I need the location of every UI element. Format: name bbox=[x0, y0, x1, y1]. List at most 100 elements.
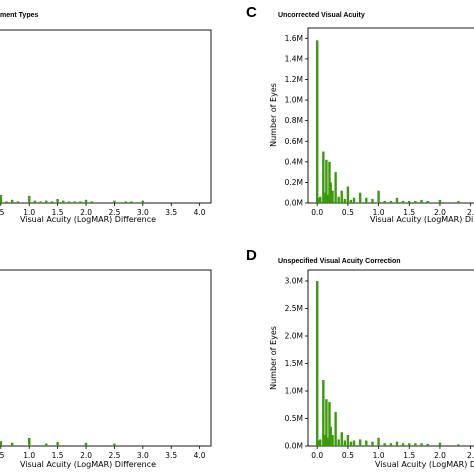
panel-title: Unspecified Visual Acuity Correction bbox=[278, 258, 401, 265]
x-tick-labels: 0.0 0.5 1.0 1.5 2.0 2. bbox=[311, 203, 474, 217]
y-tick-label: 0.0M bbox=[285, 442, 303, 451]
x-tick-label: 3.0 bbox=[137, 208, 149, 217]
bar bbox=[322, 151, 325, 203]
bar bbox=[331, 435, 334, 446]
bar bbox=[414, 200, 417, 203]
bar bbox=[5, 201, 8, 203]
y-tick-label: 1.2M bbox=[285, 75, 303, 84]
bar bbox=[358, 439, 362, 446]
plot-frame bbox=[0, 29, 212, 204]
y-tick-label: 0.4M bbox=[285, 157, 303, 166]
plot-frame bbox=[307, 269, 474, 447]
bar bbox=[322, 380, 325, 446]
bar bbox=[352, 197, 356, 203]
panel-title: ment Types bbox=[0, 12, 38, 19]
x-tick-label: 1.0 bbox=[23, 208, 35, 217]
x-tick-label: 1.5 bbox=[52, 208, 64, 217]
bar bbox=[0, 441, 3, 446]
x-tick-label: 1.0 bbox=[373, 451, 385, 460]
x-tick-label: 1.5 bbox=[52, 451, 64, 460]
bar bbox=[346, 186, 350, 203]
bar bbox=[408, 200, 411, 203]
bar bbox=[377, 190, 380, 203]
bar bbox=[395, 197, 399, 203]
y-tick-label: 2.0M bbox=[285, 332, 303, 341]
bar bbox=[141, 200, 145, 203]
y-tick-label: 1.0M bbox=[285, 96, 303, 105]
bar bbox=[45, 443, 48, 446]
y-tick-label: 0.2M bbox=[285, 178, 303, 187]
x-tick-labels: 0.0 0.5 1.0 1.5 2.0 2. bbox=[311, 446, 474, 460]
bar bbox=[334, 411, 337, 446]
bar-series bbox=[0, 195, 145, 203]
x-tick-labels: .5 1.0 1.5 2.0 2.5 3.0 3.5 4.0 bbox=[0, 203, 206, 217]
bar bbox=[317, 197, 320, 203]
bar bbox=[79, 201, 82, 203]
x-tick-label: 3.5 bbox=[165, 208, 177, 217]
bar bbox=[11, 442, 14, 446]
bar bbox=[340, 432, 343, 446]
y-tick-label: 2.5M bbox=[285, 304, 303, 313]
y-tick-label: 3.0M bbox=[285, 277, 303, 286]
panel-letter: C bbox=[246, 4, 257, 21]
x-tick-label: 2.0 bbox=[80, 451, 92, 460]
bar bbox=[457, 200, 460, 203]
panel-title: Uncorrected Visual Acuity bbox=[278, 12, 365, 19]
bar bbox=[414, 443, 417, 446]
x-tick-label: 2.0 bbox=[434, 208, 446, 217]
y-tick-label: 1.4M bbox=[285, 54, 303, 63]
x-tick-label: 0.0 bbox=[311, 451, 323, 460]
x-tick-label: 4.0 bbox=[194, 208, 206, 217]
bar bbox=[358, 192, 362, 203]
x-axis-label: Visual Acuity (LogMAR) Difference bbox=[20, 215, 156, 224]
x-axis-label: Visual Acuity (LogMAR) Difference bbox=[20, 460, 156, 469]
x-tick-label: .5 bbox=[0, 208, 5, 217]
x-tick-label: 3.5 bbox=[165, 451, 177, 460]
panel-c: C Uncorrected Visual Acuity 0.0M 0.2M 0.4M… bbox=[246, 4, 474, 224]
bar bbox=[113, 200, 116, 203]
bar bbox=[438, 199, 442, 203]
bar bbox=[420, 443, 423, 446]
y-tick-label: 0.6M bbox=[285, 137, 303, 146]
bar bbox=[124, 201, 127, 203]
bar bbox=[343, 440, 347, 446]
bar bbox=[340, 190, 343, 203]
x-tick-label: 1.5 bbox=[403, 451, 415, 460]
bar bbox=[113, 443, 116, 446]
x-tick-label: 2. bbox=[467, 451, 474, 460]
bar bbox=[349, 199, 353, 203]
panel-d: D Unspecified Visual Acuity Correction 0… bbox=[246, 247, 474, 469]
bar bbox=[389, 200, 393, 203]
bar bbox=[11, 199, 14, 203]
bar bbox=[343, 198, 347, 203]
bar bbox=[323, 435, 326, 446]
bar bbox=[0, 195, 3, 203]
bar bbox=[325, 399, 328, 446]
y-tick-label: 0.0M bbox=[285, 199, 303, 208]
x-tick-label: 0.5 bbox=[342, 451, 354, 460]
bar bbox=[426, 200, 429, 203]
bar bbox=[328, 161, 331, 203]
bar bbox=[317, 440, 320, 446]
bar bbox=[349, 441, 353, 446]
bar bbox=[84, 199, 88, 203]
bar bbox=[67, 201, 71, 203]
bar bbox=[84, 442, 88, 446]
x-axis-label: Visual Acuity (LogMAR) Di bbox=[370, 215, 473, 224]
bar bbox=[383, 200, 386, 203]
x-tick-label: 1.0 bbox=[23, 451, 35, 460]
bar bbox=[73, 201, 76, 203]
bar bbox=[389, 443, 393, 446]
bar bbox=[365, 440, 368, 446]
bar bbox=[426, 443, 429, 446]
bar bbox=[50, 201, 54, 203]
bar bbox=[316, 281, 319, 446]
bar bbox=[16, 201, 20, 203]
bar bbox=[371, 441, 374, 446]
bar bbox=[323, 192, 326, 203]
bar bbox=[383, 443, 386, 446]
bar bbox=[56, 442, 59, 446]
bar bbox=[328, 402, 331, 446]
plot-frame bbox=[307, 27, 474, 204]
bar bbox=[316, 40, 319, 203]
